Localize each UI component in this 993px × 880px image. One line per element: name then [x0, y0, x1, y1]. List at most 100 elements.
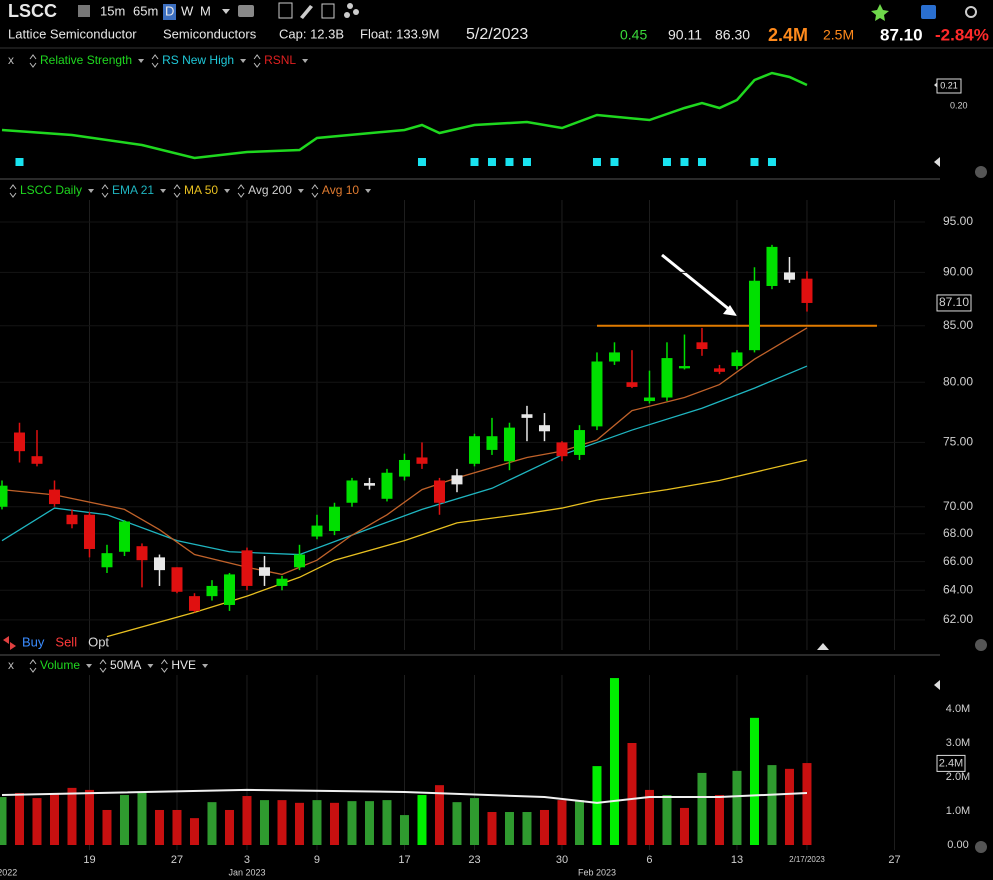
legend-dropdown[interactable] — [297, 189, 304, 193]
icon[interactable] — [300, 5, 313, 19]
moving-average — [1, 365, 808, 556]
volume-bar — [434, 785, 444, 845]
volume-bar — [382, 800, 392, 845]
trade-button[interactable]: Opt — [88, 634, 109, 649]
rs-new-high — [662, 158, 671, 166]
candle-body — [503, 427, 515, 462]
volume-bar — [627, 743, 637, 845]
close-x[interactable]: x — [8, 658, 14, 672]
volume-bar — [487, 812, 497, 845]
x-tick-label: 23 — [468, 854, 480, 866]
legend-item[interactable]: 50MA — [110, 658, 141, 672]
icon[interactable] — [238, 5, 254, 17]
y-tick-label: 68.00 — [943, 526, 973, 540]
candle-body — [696, 342, 708, 350]
legend-item[interactable]: Avg 200 — [248, 183, 292, 197]
legend-item[interactable]: EMA 21 — [112, 183, 154, 197]
icon[interactable] — [353, 9, 359, 15]
float: Float: 133.9M — [360, 26, 440, 41]
legend-dropdown[interactable] — [86, 664, 93, 668]
legend-item[interactable]: RSNL — [264, 53, 296, 67]
candle-body — [468, 436, 480, 464]
volume-bar — [574, 800, 584, 845]
dropdown[interactable] — [222, 9, 230, 14]
rs-new-high — [610, 158, 619, 166]
volume-bar — [522, 812, 532, 845]
legend-arrows — [9, 184, 17, 198]
icon[interactable] — [78, 5, 90, 17]
scroll-button[interactable] — [975, 166, 987, 178]
x-tick-label: 30 — [556, 854, 568, 866]
candle-body — [486, 436, 498, 450]
icon[interactable] — [278, 2, 293, 19]
last-price: 87.10 — [880, 25, 923, 44]
icon[interactable] — [921, 5, 936, 19]
legend-dropdown[interactable] — [88, 189, 95, 193]
legend-item[interactable]: HVE — [171, 658, 196, 672]
legend-dropdown[interactable] — [365, 189, 372, 193]
legend-dropdown[interactable] — [240, 59, 247, 63]
last-value-box — [936, 78, 962, 94]
legend-arrows — [151, 54, 159, 68]
icon[interactable] — [344, 12, 350, 18]
interval[interactable]: W — [181, 3, 194, 18]
icon[interactable] — [321, 3, 335, 19]
icon[interactable] — [871, 4, 889, 21]
company: Lattice Semiconductor — [8, 26, 137, 41]
y-tick-label: 85.00 — [943, 318, 973, 332]
candle-body — [591, 361, 603, 427]
x-tick-label: 19 — [83, 854, 95, 866]
volume-bar — [189, 818, 199, 845]
volume-bar — [749, 717, 759, 845]
volume-bar — [784, 768, 794, 845]
legend-item[interactable]: MA 50 — [184, 183, 218, 197]
legend-dropdown[interactable] — [138, 59, 145, 63]
rs-new-high — [697, 158, 706, 166]
legend-item[interactable]: Avg 10 — [322, 183, 359, 197]
interval[interactable]: 15m — [100, 3, 125, 18]
candle-body — [171, 567, 183, 592]
legend-dropdown[interactable] — [147, 664, 154, 668]
candle-body — [276, 578, 288, 586]
trade-button[interactable]: Sell — [55, 634, 77, 649]
y-tick-label: 2.0M — [946, 771, 970, 783]
candle-body — [346, 480, 358, 503]
legend-dropdown[interactable] — [302, 59, 309, 63]
rs-new-high — [505, 158, 514, 166]
candle-body — [573, 430, 585, 455]
legend-arrows — [29, 54, 37, 68]
volume-bar — [119, 795, 129, 845]
scroll-button[interactable] — [975, 841, 987, 853]
trade-button[interactable]: Buy — [22, 634, 45, 649]
legend-dropdown[interactable] — [202, 664, 209, 668]
candle-body — [451, 475, 463, 485]
legend-dropdown[interactable] — [224, 189, 231, 193]
icon[interactable] — [965, 6, 977, 18]
icon[interactable] — [347, 3, 353, 9]
legend-item[interactable]: Relative Strength — [40, 53, 132, 67]
legend-item[interactable]: Volume — [40, 658, 80, 672]
interval[interactable]: D — [165, 3, 174, 18]
interval[interactable]: 65m — [133, 3, 158, 18]
rs-new-high — [592, 158, 601, 166]
rs-new-high — [522, 158, 531, 166]
legend-item[interactable]: RS New High — [162, 53, 234, 67]
legend-arrows — [101, 184, 109, 198]
candle-body — [13, 432, 25, 452]
legend-item[interactable]: LSCC Daily — [20, 183, 82, 197]
volume-bar — [539, 809, 549, 845]
volume-bar — [592, 766, 602, 845]
rs-new-high — [750, 158, 759, 166]
legend-arrows — [253, 54, 261, 68]
interval[interactable]: M — [200, 3, 211, 18]
legend-dropdown[interactable] — [160, 189, 167, 193]
last-value-box — [936, 754, 966, 772]
volume-bar — [207, 802, 217, 845]
scroll-button[interactable] — [975, 639, 987, 651]
volume-bar — [84, 789, 94, 845]
volume-bar — [714, 795, 724, 845]
volume-bar — [469, 798, 479, 845]
volume-bar — [137, 791, 147, 845]
symbol[interactable]: LSCC — [8, 1, 57, 21]
close-x[interactable]: x — [8, 53, 14, 67]
